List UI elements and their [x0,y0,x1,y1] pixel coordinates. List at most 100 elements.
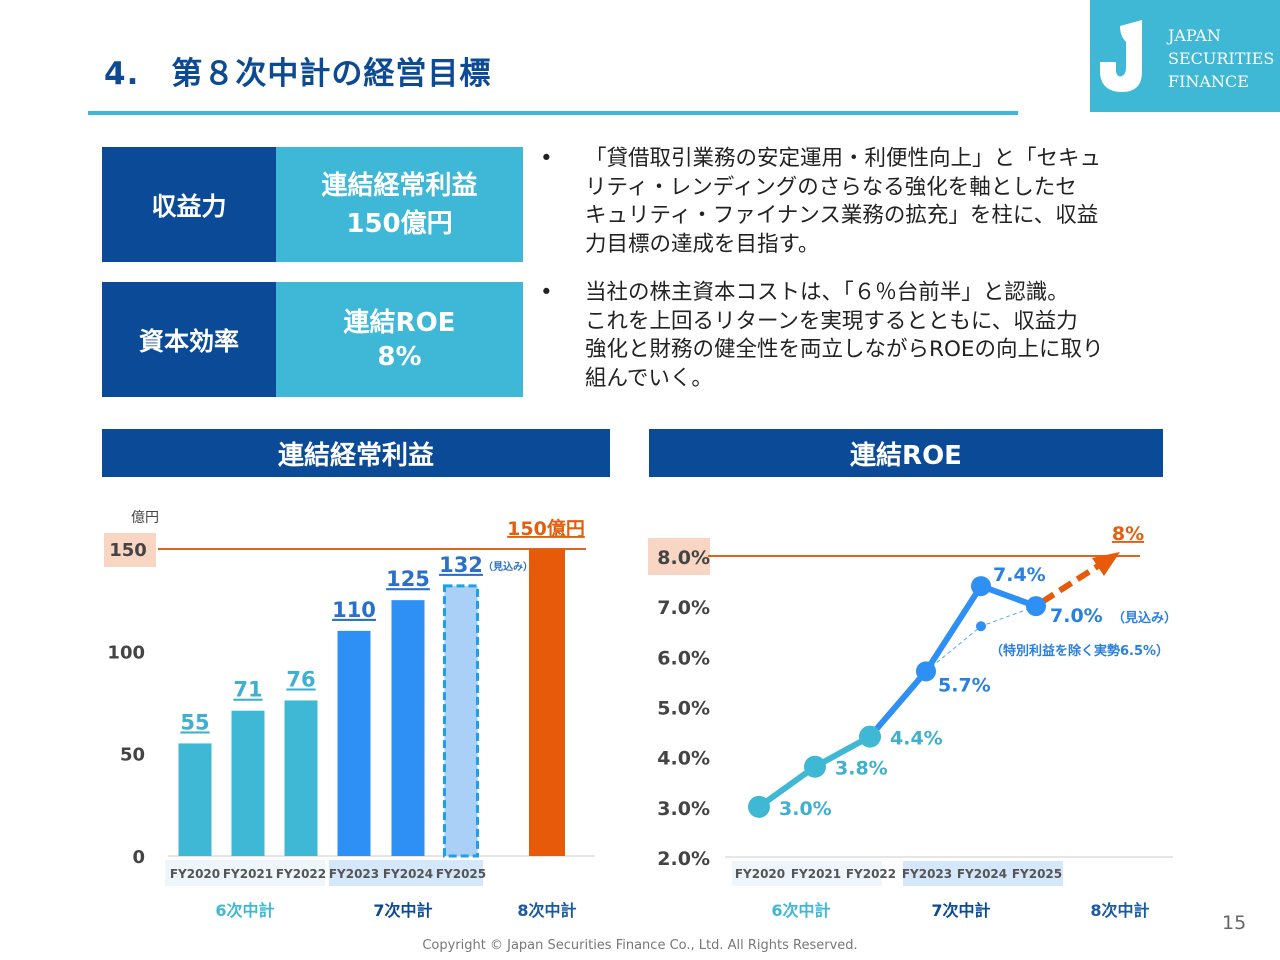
chart-header-earnings: 連結経常利益 [102,429,610,477]
bar-FY2023 [337,630,371,856]
roe-line-segment [867,668,929,740]
roe-line-segment [756,763,818,810]
bar-FY2021 [231,710,265,856]
kpi-target-roe: 連結ROE 8% [276,282,523,397]
y-tick-label: 4.0% [657,748,710,770]
roe-value-label: 4.4% [890,728,943,750]
bullet-icon: • [540,280,553,305]
x-tick-label: FY2025 [436,867,486,881]
bar-FY2025 [443,584,479,858]
bullet-item: • 当社の株主資本コストは、「６％台前半」と認識。 これを上回るリターンを実現する… [540,279,1190,393]
x-tick-label: FY2025 [1012,867,1062,881]
roe-point-FY2025 [1026,596,1046,617]
underlying-trend-line [925,605,1037,672]
bar-value-label: 132 [439,553,483,577]
page-title: 4. 第８次中計の経営目標 [104,56,492,92]
chart-header-roe: 連結ROE [649,429,1163,477]
roe-value-label: 7.0% [1050,605,1103,627]
roe-point-FY2021 [804,755,826,778]
forecast-note: （見込み） [483,560,533,573]
title-divider [88,111,1018,115]
bar-FY2024 [391,600,425,856]
roe-line-segment [978,583,1039,610]
arrow-head-icon [1092,552,1120,576]
x-tick-label: FY2024 [383,867,433,881]
forecast-note: （見込み） [1112,610,1177,626]
plan-group-label: 6次中計 [215,901,274,920]
y-tick-label: 3.0% [657,798,710,820]
target-arrow-line [1040,563,1100,605]
plan-group-label: 8次中計 [1090,901,1149,920]
plan-group-label: 6次中計 [771,901,830,920]
roe-point-FY2022 [859,725,881,748]
y-tick-label: 2.0% [657,848,710,870]
y-tick-label: 7.0% [657,597,710,619]
plan-group-label: 8次中計 [517,901,576,920]
kpi-target-text: 連結経常利益 [321,170,478,201]
group-band-6th [732,861,882,886]
logo-text: JAPAN [1168,26,1221,45]
bullet-line: リティ・レンディングのさらなる強化を軸としたセ [585,174,1077,200]
bar-value-label: 71 [233,678,262,702]
roe-line-segment [812,733,873,770]
x-tick-label: FY2020 [170,867,220,881]
kpi-label-capital-efficiency: 資本効率 [102,282,276,397]
logo-text: SECURITIES [1168,49,1275,68]
x-tick-label: FY2024 [957,867,1007,881]
kpi-label-earnings: 収益力 [102,147,276,262]
y-tick-label: 6.0% [657,647,710,669]
x-tick-label: FY2022 [276,867,326,881]
kpi-target-text: 連結ROE [343,307,456,338]
roe-value-label: 3.8% [835,758,888,780]
target-value-label: 8% [1112,523,1144,545]
y-tick-label: 5.0% [657,698,710,720]
roe-line-segment [923,583,984,675]
target-tick-label: 150 [109,540,147,561]
bullet-line: 組んでいく。 [585,365,713,391]
bar-value-label: 55 [180,710,209,734]
bar-value-label: 110 [332,598,376,622]
bar-value-label: 125 [386,567,430,591]
bar-8th-plan-target [529,549,565,856]
kpi-target-earnings: 連結経常利益 150億円 [276,147,523,262]
plan-group-label: 7次中計 [373,901,432,920]
underlying-point [976,621,986,632]
logo-text: FINANCE [1168,72,1249,91]
copyright: Copyright © Japan Securities Finance Co.… [422,938,858,953]
bar-value-label: 150億円 [507,517,585,540]
roe-point-FY2024 [971,576,991,597]
kpi-target-value: 150億円 [346,208,453,239]
y-tick-label: 50 [120,745,145,766]
kpi-target-value: 8% [377,341,422,372]
bullet-line: 強化と財務の健全性を両立しながらROEの向上に取り [585,337,1104,362]
bullet-icon: • [540,146,553,171]
group-band-6th [165,860,325,886]
y-unit-label: 億円 [131,510,159,526]
roe-value-label: 7.4% [993,564,1046,586]
bullet-line: キュリティ・ファイナンス業務の拡充」を柱に、収益 [585,203,1099,228]
x-tick-label: FY2023 [902,867,952,881]
y-tick-label: 0 [132,847,145,868]
roe-point-FY2020 [748,795,770,818]
group-band-7th [903,861,1063,886]
target-label-bg [104,533,156,567]
group-band-7th [329,860,483,886]
page-number: 15 [1222,912,1247,934]
y-tick-label: 100 [107,642,145,663]
bullet-line: これを上回るリターンを実現するとともに、収益力 [585,308,1078,334]
x-tick-label: FY2022 [846,867,896,881]
x-tick-label: FY2020 [735,867,785,881]
bar-value-label: 76 [286,667,315,691]
roe-value-label: 5.7% [938,674,991,696]
bullet-line: 力目標の達成を目指す。 [585,231,820,257]
bar-FY2022 [284,700,318,856]
j-logo-icon [1100,20,1142,92]
y-tick-label: 8.0% [657,547,710,569]
bullet-line: 当社の株主資本コストは、「６％台前半」と認識。 [585,280,1069,305]
x-tick-label: FY2021 [791,867,841,881]
underlying-note: （特別利益を除く実勢6.5%） [990,643,1169,659]
x-tick-label: FY2021 [223,867,273,881]
bullet-item: • 「貸借取引業務の安定運用・利便性向上」と「セキュ リティ・レンディングのさらな… [540,145,1190,259]
roe-value-label: 3.0% [779,798,832,820]
company-logo: JAPAN SECURITIES FINANCE [1090,0,1280,112]
